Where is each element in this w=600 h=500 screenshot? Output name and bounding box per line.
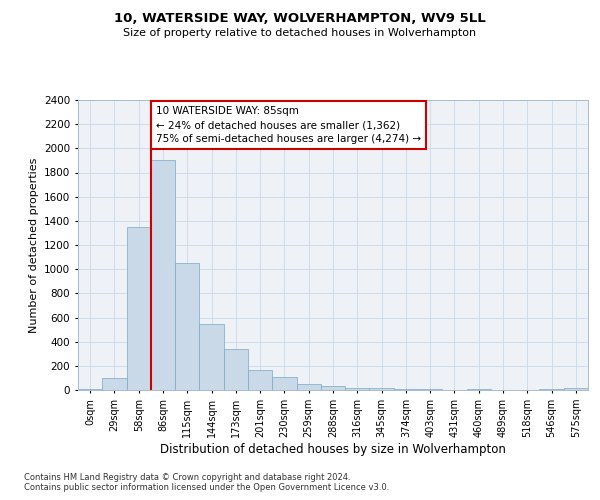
Bar [345,388,370,390]
Bar [272,378,296,390]
Text: Distribution of detached houses by size in Wolverhampton: Distribution of detached houses by size … [160,442,506,456]
Bar [175,263,199,390]
Text: Contains public sector information licensed under the Open Government Licence v3: Contains public sector information licen… [24,484,389,492]
Bar [564,388,588,390]
Bar [370,388,394,390]
Text: 10, WATERSIDE WAY, WOLVERHAMPTON, WV9 5LL: 10, WATERSIDE WAY, WOLVERHAMPTON, WV9 5L… [114,12,486,26]
Text: Contains HM Land Registry data © Crown copyright and database right 2024.: Contains HM Land Registry data © Crown c… [24,472,350,482]
Bar [199,324,224,390]
Bar [394,389,418,390]
Text: 10 WATERSIDE WAY: 85sqm
← 24% of detached houses are smaller (1,362)
75% of semi: 10 WATERSIDE WAY: 85sqm ← 24% of detache… [156,106,421,144]
Bar [296,384,321,390]
Bar [224,349,248,390]
Y-axis label: Number of detached properties: Number of detached properties [29,158,38,332]
Bar [248,370,272,390]
Bar [127,227,151,390]
Bar [78,389,102,390]
Bar [321,386,345,390]
Bar [151,160,175,390]
Text: Size of property relative to detached houses in Wolverhampton: Size of property relative to detached ho… [124,28,476,38]
Bar [102,378,127,390]
